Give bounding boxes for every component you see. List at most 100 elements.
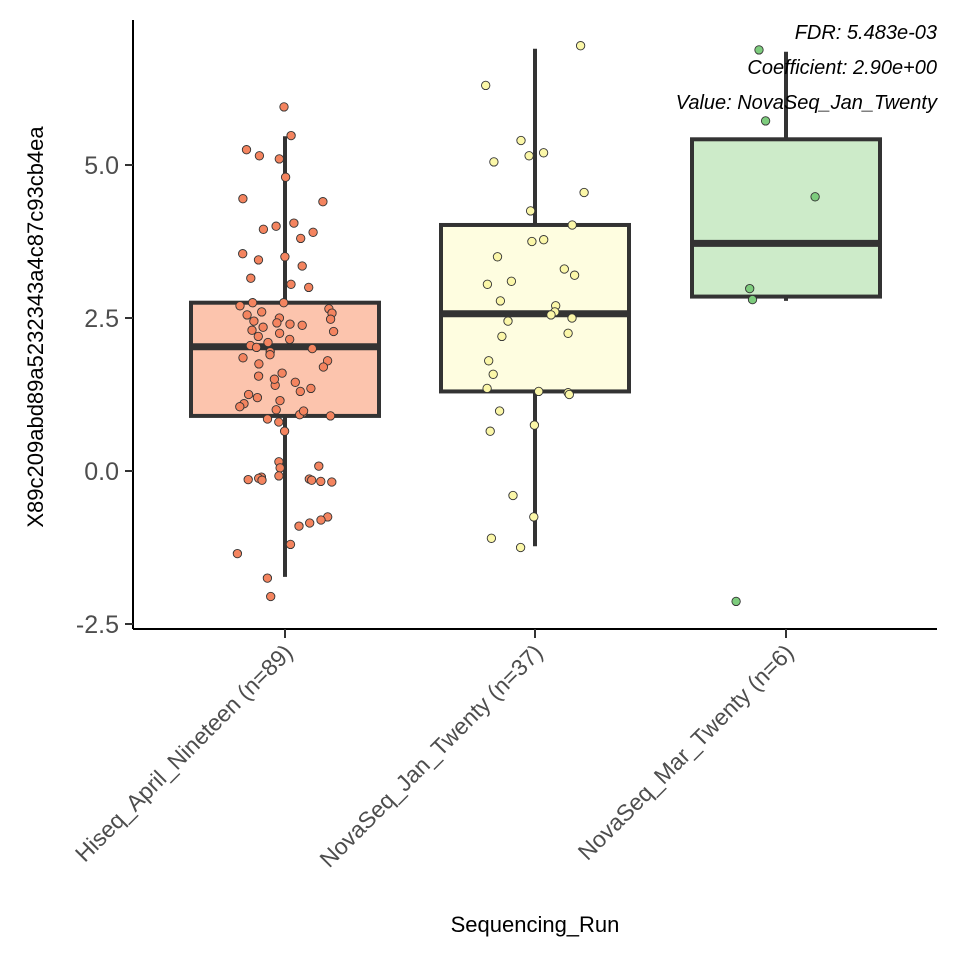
box-1-point — [271, 405, 281, 415]
box-2-point — [482, 383, 492, 394]
box-1-point — [252, 392, 263, 403]
boxes-layer — [189, 48, 882, 577]
box-1-point — [289, 218, 299, 228]
box-3-point — [745, 283, 755, 294]
annotation-coefficient: Coefficient: 2.90e+00 — [747, 57, 937, 79]
box-2-point — [546, 310, 556, 320]
box-1-point — [275, 395, 285, 406]
box-1-point — [274, 417, 284, 427]
box-2-point — [579, 187, 589, 198]
box-2-rect — [439, 222, 631, 394]
box-1-point — [279, 426, 290, 436]
box-1-point — [316, 476, 326, 487]
box-2-point — [494, 406, 505, 416]
box-2-point — [567, 220, 577, 230]
box-1-point — [235, 301, 245, 311]
box-1-point — [249, 316, 259, 326]
box-1-point — [280, 172, 291, 182]
box-1-point — [305, 518, 315, 528]
box-1-point — [295, 386, 305, 397]
box-1-point — [262, 414, 273, 424]
box-2-point — [484, 356, 494, 366]
box-1-point — [274, 154, 284, 164]
box-1-point — [269, 374, 280, 384]
box-1-point — [251, 342, 262, 353]
box-1-point — [262, 573, 273, 583]
box-1-point — [318, 197, 328, 207]
y-tick-label: -2.5 — [76, 611, 119, 639]
box-1-point — [241, 145, 252, 155]
box-2-point — [529, 512, 539, 522]
box-2-point — [488, 369, 498, 379]
y-tick-label: 2.5 — [84, 305, 119, 333]
box-1-point — [266, 591, 276, 602]
y-tick-label: 0.0 — [84, 458, 119, 486]
box-1-point — [238, 194, 248, 204]
box-2-point — [497, 331, 507, 342]
box-2-point — [563, 328, 573, 338]
box-3-point — [731, 596, 741, 607]
box-1-point — [285, 319, 295, 329]
box-2-point — [492, 252, 503, 262]
box-1-point — [307, 475, 317, 485]
box-1-point — [265, 350, 275, 360]
box-1-point — [306, 383, 316, 394]
box-2-point — [481, 80, 491, 91]
box-3-point — [760, 116, 771, 126]
box-1-point — [272, 318, 282, 328]
box-1-point — [325, 411, 336, 421]
box-1-point — [325, 314, 336, 324]
box-1-point — [238, 353, 248, 363]
box-1-point — [308, 227, 318, 237]
box-1-point — [254, 359, 264, 369]
box-1-point — [298, 406, 309, 416]
box-1-point — [274, 471, 284, 481]
box-1-point — [279, 298, 289, 308]
box-1-point — [254, 151, 265, 161]
box-2-point — [482, 279, 493, 289]
box-2-point — [516, 135, 526, 146]
box-2-point — [529, 420, 540, 430]
box-1-point — [307, 343, 317, 354]
box-1-point — [242, 310, 252, 320]
box-2-point — [575, 41, 586, 51]
annotation-fdr: FDR: 5.483e-03 — [795, 22, 937, 44]
box-1-point — [280, 252, 290, 262]
box-2-point — [489, 157, 499, 167]
box-1-point — [253, 255, 264, 265]
box-1-point — [247, 325, 257, 335]
box-2-point — [503, 316, 513, 326]
box-2-point — [534, 386, 544, 397]
box-1-point — [253, 371, 264, 381]
y-axis-title: X89c209abd89a5232343a4c87c93cb4ea — [23, 126, 48, 528]
box-2-point — [569, 270, 580, 280]
box-3-point — [747, 294, 758, 305]
box-1-point — [285, 334, 295, 345]
box-1-point — [285, 539, 296, 550]
points-layer — [232, 41, 820, 607]
box-2-point — [538, 148, 549, 158]
box-1-point — [328, 326, 339, 337]
annotation-value: Value: NovaSeq_Jan_Twenty — [676, 92, 938, 114]
box-2-point — [508, 490, 518, 501]
box-1-point — [296, 233, 306, 244]
box-2-point — [506, 276, 517, 286]
box-2-point — [485, 426, 495, 436]
box-1-point — [271, 221, 281, 231]
x-axis-title: Sequencing_Run — [451, 912, 620, 937]
box-2-point — [515, 542, 526, 553]
box-1-point — [279, 102, 289, 112]
box-1-point — [258, 322, 268, 332]
box-2-point — [486, 533, 497, 543]
box-1-point — [235, 402, 245, 412]
box-1-point — [257, 475, 267, 485]
x-tick-label: NovaSeq_Mar_Twenty (n=6) — [573, 639, 799, 865]
box-2-point — [495, 296, 506, 306]
box-2-point — [527, 236, 537, 247]
box-1-point — [247, 298, 258, 308]
box-1-rect — [189, 300, 381, 418]
box-1-point — [286, 130, 296, 141]
box-2-point — [567, 313, 577, 323]
